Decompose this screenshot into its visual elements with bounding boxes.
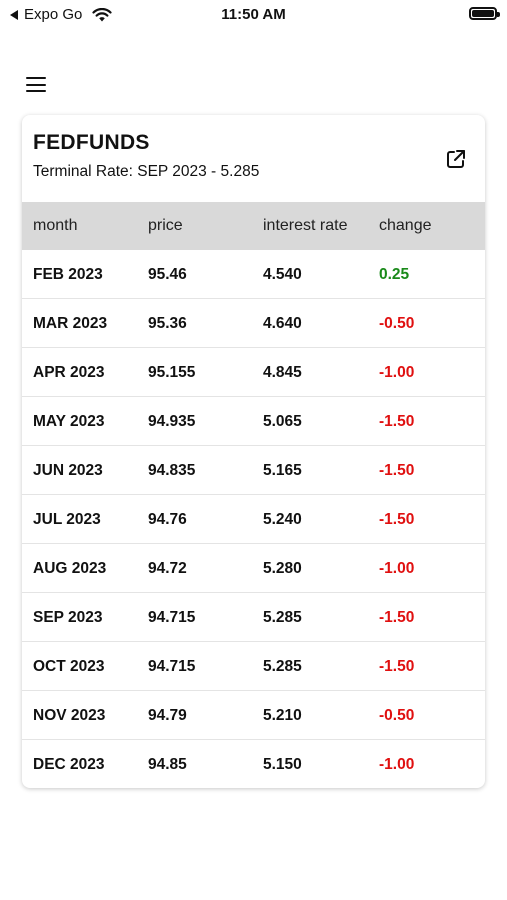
interest-rate-cell: 5.150 (263, 756, 302, 773)
change-cell: -1.50 (379, 658, 415, 675)
rates-card: FEDFUNDS Terminal Rate: SEP 2023 - 5.285… (22, 115, 485, 788)
wifi-icon (92, 7, 112, 21)
month-cell: DEC 2023 (33, 756, 105, 773)
price-cell: 95.36 (148, 315, 187, 332)
table-row: APR 2023 95.155 4.845 -1.00 (22, 348, 485, 397)
interest-rate-cell: 5.285 (263, 658, 302, 675)
month-cell: APR 2023 (33, 364, 105, 381)
table-row: JUN 2023 94.835 5.165 -1.50 (22, 446, 485, 495)
table-row: DEC 2023 94.85 5.150 -1.00 (22, 740, 485, 788)
table-row: MAY 2023 94.935 5.065 -1.50 (22, 397, 485, 446)
interest-rate-cell: 5.240 (263, 511, 302, 528)
table-row: JUL 2023 94.76 5.240 -1.50 (22, 495, 485, 544)
price-cell: 95.155 (148, 364, 196, 381)
change-cell: -1.50 (379, 511, 415, 528)
table-body: FEB 2023 95.46 4.540 0.25 MAR 2023 95.36 4.640… (22, 250, 485, 788)
header-interest-rate: interest rate (263, 217, 348, 234)
month-cell: NOV 2023 (33, 707, 106, 724)
price-cell: 94.835 (148, 462, 196, 479)
status-bar: Expo Go 11:50 AM (0, 0, 507, 30)
price-cell: 94.76 (148, 511, 187, 528)
carrier-label: Expo Go (24, 6, 83, 23)
interest-rate-cell: 5.280 (263, 560, 302, 577)
header-month: month (33, 217, 78, 234)
change-cell: -0.50 (379, 315, 415, 332)
interest-rate-cell: 5.210 (263, 707, 302, 724)
interest-rate-cell: 4.845 (263, 364, 302, 381)
table-row: NOV 2023 94.79 5.210 -0.50 (22, 691, 485, 740)
table-row: FEB 2023 95.46 4.540 0.25 (22, 250, 485, 299)
month-cell: MAY 2023 (33, 413, 105, 430)
price-cell: 94.715 (148, 658, 196, 675)
card-title: FEDFUNDS (33, 131, 150, 154)
interest-rate-cell: 4.640 (263, 315, 302, 332)
interest-rate-cell: 4.540 (263, 266, 302, 283)
terminal-rate-subtitle: Terminal Rate: SEP 2023 - 5.285 (33, 163, 260, 180)
status-time: 11:50 AM (221, 6, 286, 23)
price-cell: 94.85 (148, 756, 187, 773)
price-cell: 94.79 (148, 707, 187, 724)
month-cell: FEB 2023 (33, 266, 103, 283)
table-row: AUG 2023 94.72 5.280 -1.00 (22, 544, 485, 593)
header-price: price (148, 217, 183, 234)
table-row: MAR 2023 95.36 4.640 -0.50 (22, 299, 485, 348)
price-cell: 94.715 (148, 609, 196, 626)
change-cell: -1.50 (379, 462, 415, 479)
change-cell: -1.50 (379, 609, 415, 626)
price-cell: 95.46 (148, 266, 187, 283)
hamburger-menu-icon[interactable] (26, 76, 46, 94)
interest-rate-cell: 5.065 (263, 413, 302, 430)
month-cell: SEP 2023 (33, 609, 103, 626)
month-cell: AUG 2023 (33, 560, 107, 577)
change-cell: -1.00 (379, 364, 415, 381)
month-cell: MAR 2023 (33, 315, 108, 332)
month-cell: JUN 2023 (33, 462, 103, 479)
price-cell: 94.935 (148, 413, 196, 430)
interest-rate-cell: 5.285 (263, 609, 302, 626)
header-change: change (379, 217, 432, 234)
table-row: SEP 2023 94.715 5.285 -1.50 (22, 593, 485, 642)
month-cell: OCT 2023 (33, 658, 105, 675)
price-cell: 94.72 (148, 560, 187, 577)
month-cell: JUL 2023 (33, 511, 101, 528)
table-header: month price interest rate change (22, 202, 485, 250)
battery-icon (469, 7, 500, 20)
change-cell: -1.00 (379, 756, 415, 773)
change-cell: -0.50 (379, 707, 415, 724)
change-cell: 0.25 (379, 266, 410, 283)
change-cell: -1.50 (379, 413, 415, 430)
back-to-app[interactable]: Expo Go (10, 6, 112, 23)
back-arrow-icon (10, 9, 18, 20)
external-link-icon[interactable] (445, 148, 467, 170)
table-row: OCT 2023 94.715 5.285 -1.50 (22, 642, 485, 691)
change-cell: -1.00 (379, 560, 415, 577)
interest-rate-cell: 5.165 (263, 462, 302, 479)
